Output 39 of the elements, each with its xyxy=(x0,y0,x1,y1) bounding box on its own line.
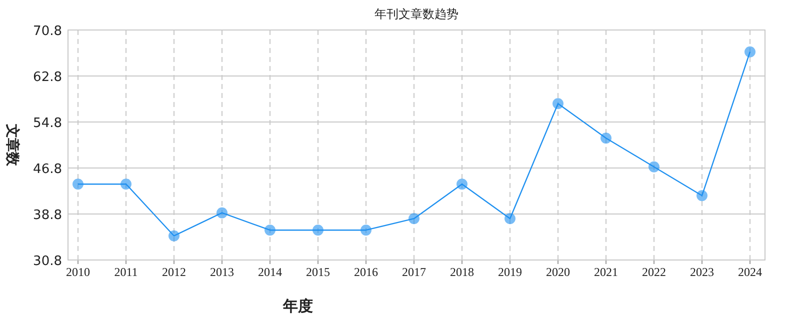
x-tick-label: 2014 xyxy=(258,265,282,279)
x-tick-label: 2020 xyxy=(546,265,570,279)
x-tick-label: 2010 xyxy=(66,265,90,279)
point xyxy=(648,161,660,172)
x-tick-label: 2012 xyxy=(162,265,186,279)
y-tick-label: 38.8 xyxy=(33,208,62,223)
x-tick-label: 2021 xyxy=(594,265,618,279)
x-tick-label: 2017 xyxy=(402,265,426,279)
x-axis-title: 年度 xyxy=(282,297,313,315)
x-tick-label: 2013 xyxy=(210,265,234,279)
point xyxy=(456,178,468,190)
point xyxy=(264,224,276,236)
x-tick-label: 2024 xyxy=(738,265,762,279)
y-tick-label: 46.8 xyxy=(33,162,62,177)
point xyxy=(600,132,612,144)
point xyxy=(552,98,564,110)
point xyxy=(120,178,132,190)
point xyxy=(504,213,516,224)
point xyxy=(360,224,372,236)
y-tick-label: 54.8 xyxy=(33,116,62,131)
point xyxy=(696,190,708,202)
point xyxy=(72,178,84,190)
x-tick-label: 2016 xyxy=(354,265,378,279)
point xyxy=(744,46,756,58)
x-tick-label: 2018 xyxy=(450,265,474,279)
y-tick-label: 30.8 xyxy=(33,254,62,269)
x-tick-label: 2019 xyxy=(498,265,522,279)
x-tick-label: 2022 xyxy=(642,265,666,279)
point xyxy=(312,224,324,236)
point xyxy=(216,207,228,218)
y-axis-title: 文章数 xyxy=(4,123,21,167)
chart-title: 年刊文章数趋势 xyxy=(374,7,458,21)
x-tick-label: 2023 xyxy=(690,265,714,279)
x-tick-label: 2015 xyxy=(306,265,330,279)
x-tick-label: 2011 xyxy=(114,265,138,279)
y-tick-label: 70.8 xyxy=(33,24,62,39)
point xyxy=(168,230,180,242)
y-tick-label: 62.8 xyxy=(33,70,62,85)
point xyxy=(408,213,420,224)
